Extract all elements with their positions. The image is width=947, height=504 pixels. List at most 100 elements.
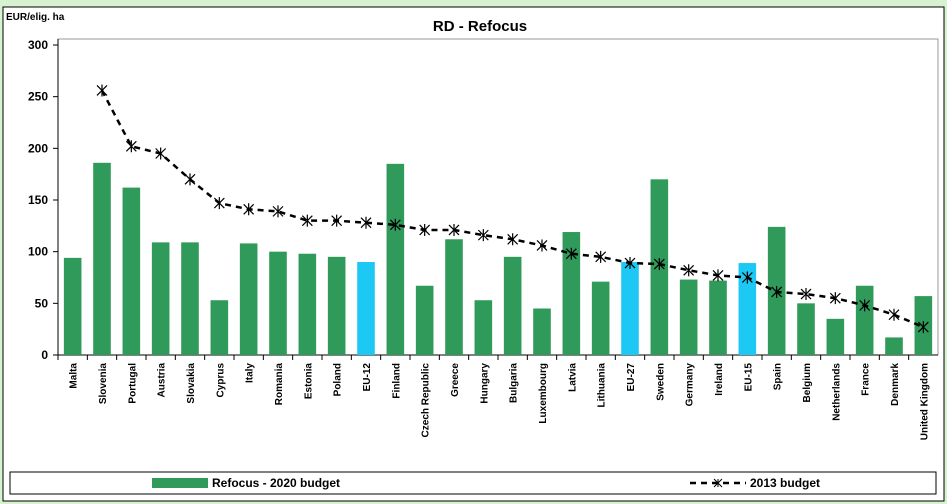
x-tick-label: EU-12 — [362, 363, 373, 392]
x-tick-label: United Kingdom — [919, 363, 930, 440]
x-tick-label: Slovenia — [98, 363, 109, 405]
marker — [272, 205, 284, 218]
legend-box — [9, 471, 937, 495]
y-tick-label: 100 — [28, 245, 48, 259]
bar — [591, 281, 610, 355]
marker — [917, 321, 929, 334]
bar — [63, 257, 82, 355]
marker — [712, 269, 724, 282]
bar — [679, 279, 698, 355]
bar — [562, 232, 581, 355]
bar — [93, 162, 111, 355]
x-tick-label: Austria — [157, 363, 168, 398]
bar — [797, 303, 815, 355]
x-tick-label: Poland — [333, 363, 344, 396]
chart-title: RD - Refocus — [433, 18, 527, 35]
marker — [477, 229, 489, 242]
bar — [855, 285, 874, 355]
marker — [888, 308, 900, 321]
marker — [96, 84, 108, 97]
x-tick-label: Netherlands — [831, 363, 842, 421]
bar — [298, 253, 317, 355]
x-tick-label: Slovakia — [186, 363, 197, 404]
x-tick-label: Bulgaria — [509, 363, 520, 403]
marker — [653, 258, 665, 271]
marker — [624, 257, 636, 270]
chart-box — [2, 6, 945, 502]
y-axis-label: EUR/elig. ha — [6, 12, 65, 23]
y-tick-label: 50 — [35, 296, 49, 310]
marker — [155, 147, 167, 160]
y-tick-label: 300 — [28, 38, 48, 52]
marker — [829, 292, 841, 305]
bar — [151, 242, 170, 355]
x-tick-label: Latvia — [567, 363, 578, 392]
bar — [621, 262, 639, 355]
bar — [474, 300, 493, 355]
marker — [213, 197, 225, 210]
x-tick-label: Ireland — [714, 363, 725, 396]
marker — [331, 214, 343, 227]
bar — [415, 285, 434, 355]
marker — [301, 214, 313, 227]
bar — [885, 337, 903, 355]
bar — [357, 262, 375, 355]
marker — [536, 239, 548, 252]
marker — [859, 299, 871, 312]
x-tick-label: Spain — [773, 363, 784, 390]
marker — [243, 203, 255, 216]
x-tick-label: Estonia — [303, 363, 314, 400]
x-tick-label: Germany — [685, 363, 696, 407]
bar — [122, 187, 141, 355]
bar — [210, 300, 229, 355]
x-tick-label: France — [861, 363, 872, 396]
x-tick-label: Luxembourg — [538, 363, 549, 424]
x-tick-label: Malta — [69, 363, 80, 389]
x-tick-label: Hungary — [479, 363, 490, 404]
x-tick-label: Belgium — [802, 363, 813, 403]
legend-swatch — [152, 478, 208, 488]
y-tick-label: 200 — [28, 141, 48, 155]
y-tick-label: 150 — [28, 193, 48, 207]
x-tick-label: Italy — [245, 363, 256, 383]
bar — [738, 263, 757, 355]
y-tick-label: 0 — [41, 348, 48, 362]
marker — [565, 247, 577, 260]
bar — [709, 280, 727, 355]
legend-label: 2013 budget — [750, 476, 820, 490]
bar — [239, 243, 258, 355]
x-tick-label: Greece — [450, 363, 461, 397]
marker — [184, 173, 196, 186]
y-tick-label: 250 — [28, 90, 48, 104]
x-tick-label: EU-15 — [743, 363, 754, 392]
x-tick-label: EU-27 — [626, 363, 637, 392]
marker — [419, 223, 431, 236]
bar — [386, 163, 405, 355]
x-tick-label: Sweden — [655, 363, 666, 401]
x-tick-label: Finland — [391, 363, 402, 399]
x-tick-label: Denmark — [890, 363, 901, 406]
marker — [595, 250, 607, 263]
marker — [360, 216, 372, 229]
marker — [125, 140, 137, 153]
marker — [800, 288, 812, 301]
x-tick-label: Czech Republic — [421, 363, 432, 438]
bar — [445, 239, 463, 355]
bar — [327, 256, 346, 355]
bar — [826, 318, 845, 355]
x-tick-label: Lithuania — [597, 363, 608, 408]
bar — [503, 256, 522, 355]
x-tick-label: Romania — [274, 363, 285, 406]
marker — [741, 271, 753, 284]
legend-marker — [713, 478, 723, 488]
bar — [181, 242, 199, 355]
marker — [389, 218, 401, 231]
bar — [533, 308, 551, 355]
x-tick-label: Cyprus — [215, 363, 226, 398]
marker — [771, 285, 783, 298]
marker — [507, 233, 519, 246]
x-tick-label: Portugal — [127, 363, 138, 404]
legend-label: Refocus - 2020 budget — [212, 476, 340, 490]
